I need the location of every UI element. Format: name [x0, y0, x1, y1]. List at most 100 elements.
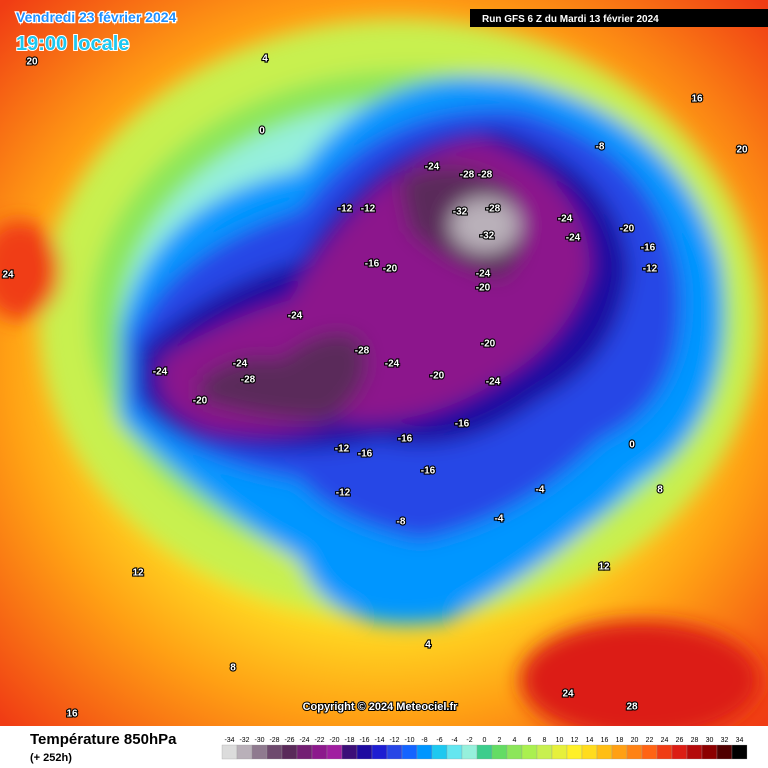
contour-label: -24: [153, 367, 168, 378]
contour-label: -8: [596, 142, 605, 153]
contour-label: -16: [358, 449, 373, 460]
scale-cell: [266, 744, 283, 760]
contour-label: -20: [620, 224, 635, 235]
time: 19:00 locale: [16, 33, 129, 55]
scale-cell: [536, 744, 553, 760]
contour-label: 8: [657, 485, 663, 496]
contour-label: -24: [566, 233, 581, 244]
color-scale: -34 -32 -30 -28 -26 -24 -22 -20 -18 -16 -14 -12 -10-…: [221, 737, 748, 760]
contour-label: 24: [2, 270, 14, 281]
scale-cell: [446, 744, 463, 760]
scale-cell: [701, 744, 718, 760]
scale-cell: [641, 744, 658, 760]
scale-label: -34: [224, 737, 234, 744]
scale-cell: [461, 744, 478, 760]
contour-label: 12: [132, 568, 144, 579]
run-box: [470, 9, 768, 27]
contour-label: -20: [476, 283, 491, 294]
contour-label: -12: [643, 264, 658, 275]
contour-label: 20: [26, 57, 38, 68]
contour-label: -28: [486, 204, 501, 215]
contour-label: 20: [736, 145, 748, 156]
scale-label: -18: [344, 737, 354, 744]
scale-label: 24: [661, 737, 669, 744]
scale-cell: [626, 744, 643, 760]
scale-cell: [596, 744, 613, 760]
scale-label: 26: [676, 737, 684, 744]
contour-label: -16: [398, 434, 413, 445]
contour-label: -28: [241, 375, 256, 386]
scale-label: 28: [691, 737, 699, 744]
run-info: Run GFS 6 Z du Mardi 13 février 2024: [482, 14, 659, 25]
contour-label: -24: [476, 269, 491, 280]
scale-label: -28: [269, 737, 279, 744]
contour-label: -24: [558, 214, 573, 225]
contour-label: -20: [193, 396, 208, 407]
scale-label: -4: [451, 737, 457, 744]
contour-label: -8: [397, 517, 406, 528]
scale-label: 20: [631, 737, 639, 744]
scale-cell: [386, 744, 403, 760]
contour-label: -32: [480, 231, 495, 242]
contour-label: 4: [262, 54, 268, 65]
scale-cell: [476, 744, 493, 760]
contour-label: -28: [355, 346, 370, 357]
scale-cell: [371, 744, 388, 760]
contour-label: -12: [361, 204, 376, 215]
legend-title: Température 850hPa: [30, 731, 177, 748]
contour-label: 0: [629, 440, 635, 451]
scale-label: 0: [483, 737, 487, 744]
contour-label: -20: [383, 264, 398, 275]
scale-cell: [566, 744, 583, 760]
scale-label: -22: [314, 737, 324, 744]
contour-label: -12: [335, 444, 350, 455]
contour-label: 24: [562, 689, 574, 700]
scale-label: 8: [543, 737, 547, 744]
contour-label: -12: [336, 488, 351, 499]
scale-label: -20: [329, 737, 339, 744]
scale-cell: [551, 744, 568, 760]
contour-label: -28: [460, 170, 475, 181]
contour-label: -16: [641, 243, 656, 254]
scale-label: 6: [528, 737, 532, 744]
scale-cell: [281, 744, 298, 760]
scale-cell: [326, 744, 343, 760]
map-labels: -24-28 -28-32-32-28-24-24-20-16-12-8-12 -1…: [1, 53, 749, 721]
contour-label: -16: [365, 259, 380, 270]
scale-label: 34: [736, 737, 744, 744]
date: Vendredi 23 février 2024: [16, 9, 177, 25]
scale-cell: [731, 744, 748, 760]
scale-label: 14: [586, 737, 594, 744]
contour-label: -16: [455, 419, 470, 430]
scale-cell: [656, 744, 673, 760]
scale-cell: [341, 744, 358, 760]
copyright: Copyright © 2024 Meteociel.fr: [303, 701, 459, 713]
contour-label: -32: [453, 207, 468, 218]
contour-label: -4: [536, 485, 545, 496]
contour-label: 16: [691, 94, 703, 105]
scale-cell: [401, 744, 418, 760]
scale-cell: [686, 744, 703, 760]
scale-cell: [431, 744, 448, 760]
contour-label: -24: [486, 377, 501, 388]
scale-cell: [221, 744, 238, 760]
contour-label: 4: [425, 640, 431, 651]
legend-subtitle: (+ 252h): [30, 752, 72, 764]
scale-cell: [311, 744, 328, 760]
scale-label: 4: [513, 737, 517, 744]
scale-cell: [506, 744, 523, 760]
scale-label: 2: [498, 737, 502, 744]
scale-label: -30: [254, 737, 264, 744]
scale-label: -12: [389, 737, 399, 744]
scale-cell: [356, 744, 373, 760]
scale-label: -26: [284, 737, 294, 744]
contour-label: -12: [338, 204, 353, 215]
scale-label: -32: [239, 737, 249, 744]
contour-label: 8: [230, 663, 236, 674]
scale-label: -10: [404, 737, 414, 744]
scale-cell: [236, 744, 253, 760]
scale-cell: [581, 744, 598, 760]
scale-label: 16: [601, 737, 609, 744]
scale-label: 22: [646, 737, 654, 744]
